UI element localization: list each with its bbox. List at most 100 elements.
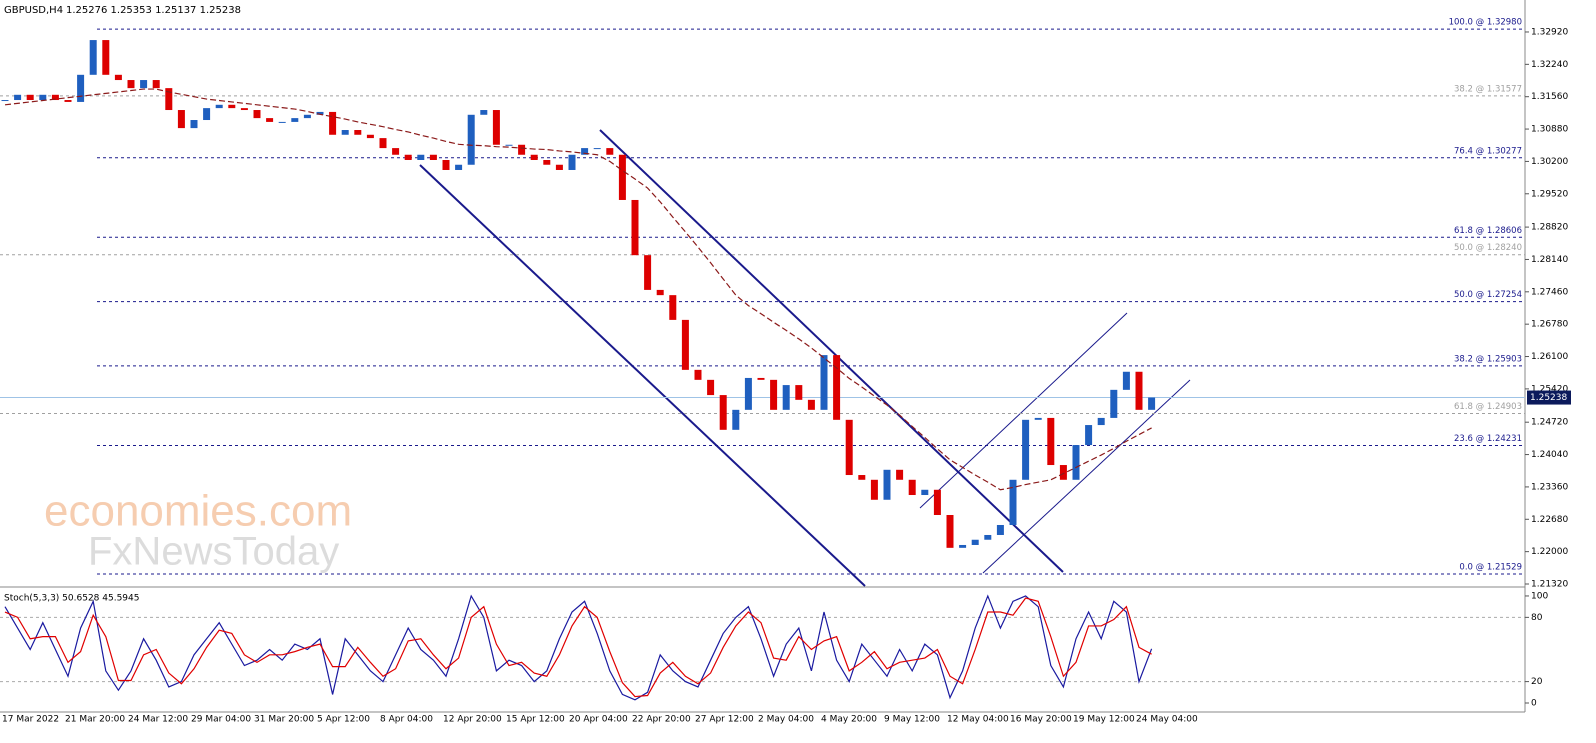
y-tick-label: 1.26100 [1531,352,1568,362]
candle [253,110,261,119]
y-tick-label: 20 [1531,677,1543,687]
candle [757,377,765,380]
current-price-label: 1.25238 [1530,393,1567,403]
candle [1135,371,1143,410]
y-tick-label: 100 [1531,591,1548,601]
candle [492,110,500,145]
y-tick-label: 0 [1531,699,1537,709]
candle [404,154,412,160]
x-tick-label: 12 May 04:00 [947,715,1009,725]
candle [946,514,954,548]
y-tick-label: 1.29520 [1531,189,1568,199]
candle [228,104,236,109]
candle [215,104,223,109]
x-tick-label: 16 May 20:00 [1010,715,1072,725]
candle [896,469,904,480]
fib-label: 38.2 @ 1.31577 [1454,84,1522,94]
candle [442,159,450,170]
candle [1148,397,1156,410]
candle [921,489,929,496]
x-tick-label: 21 Mar 20:00 [65,715,125,725]
candle [870,479,878,500]
y-tick-label: 1.22680 [1531,515,1568,525]
candle [266,118,274,122]
y-tick-label: 1.31560 [1531,92,1568,102]
x-tick-label: 9 May 12:00 [884,715,940,725]
candle [114,74,122,81]
candle [102,40,110,75]
candle [429,154,437,160]
candle [366,134,374,139]
x-tick-label: 17 Mar 2022 [2,715,59,725]
candle [190,120,198,129]
candle [681,319,689,370]
candle [329,111,337,135]
candle [1009,479,1017,525]
watermark: FxNewsToday [88,530,339,574]
candle [303,114,311,119]
candle [543,159,551,165]
y-tick-label: 1.28820 [1531,223,1568,233]
channel-lower [419,164,866,587]
y-tick-label: 1.25420 [1531,384,1568,394]
channel-upper [919,312,1128,509]
candle [1110,389,1118,418]
symbol: GBPUSD,H4 [4,5,63,16]
candle [984,534,992,540]
candle [959,544,967,548]
candle [971,539,979,545]
candle [505,144,513,146]
x-tick-label: 24 May 04:00 [1136,715,1198,725]
candle [26,94,34,101]
descending-channel [419,129,1064,587]
candle [669,295,677,320]
candle [455,164,463,170]
channel-upper [599,129,1064,573]
x-tick-label: 31 Mar 20:00 [254,715,314,725]
candle [354,130,362,135]
candle [820,355,828,410]
fib-label: 61.8 @ 1.28606 [1454,226,1522,236]
fib-label: 76.4 @ 1.30277 [1454,146,1522,156]
candle [770,379,778,410]
candle [89,40,97,75]
candle [996,524,1004,535]
stoch-line [4,597,1152,698]
candle [392,148,400,155]
candle [581,148,589,155]
candle [1034,417,1042,420]
x-tick-label: 4 May 20:00 [821,715,877,725]
x-tick-label: 29 Mar 04:00 [191,715,251,725]
ohlc: 1.25276 1.25353 1.25137 1.25238 [66,5,241,16]
x-tick-label: 19 May 12:00 [1073,715,1135,725]
x-tick-label: 8 Apr 04:00 [380,715,433,725]
x-tick-label: 5 Apr 12:00 [317,715,370,725]
candle [64,100,72,102]
x-tick-label: 12 Apr 20:00 [443,715,502,725]
candle [177,110,185,129]
candle [379,138,387,149]
candle [883,469,891,500]
candle [833,355,841,420]
candle [417,154,425,160]
moving-average [4,88,1152,491]
candle [656,289,664,296]
candle [555,164,563,170]
candle [1022,419,1030,480]
fib-label: 100.0 @ 1.32980 [1449,18,1522,28]
y-tick-label: 1.23360 [1531,482,1568,492]
candle [39,94,47,101]
y-tick-label: 1.32240 [1531,60,1568,70]
channel-lower [982,379,1191,574]
candle [694,369,702,380]
y-tick-label: 1.22000 [1531,547,1568,557]
x-tick-label: 22 Apr 20:00 [632,715,691,725]
candle [341,130,349,135]
x-tick-label: 27 Apr 12:00 [695,715,754,725]
candle [203,108,211,121]
candle [1072,445,1080,480]
x-tick-label: 15 Apr 12:00 [506,715,565,725]
y-tick-label: 1.24720 [1531,418,1568,428]
